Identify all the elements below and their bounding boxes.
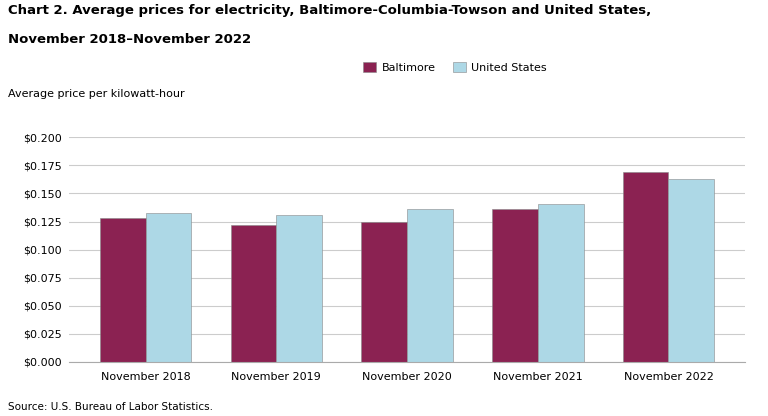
Bar [146, 213, 191, 362]
Bar [668, 179, 714, 362]
Bar [100, 218, 146, 362]
Bar [407, 209, 453, 362]
Text: Source: U.S. Bureau of Labor Statistics.: Source: U.S. Bureau of Labor Statistics. [8, 402, 213, 412]
Text: Chart 2. Average prices for electricity, Baltimore-Columbia-Towson and United St: Chart 2. Average prices for electricity,… [8, 4, 651, 17]
Bar [230, 225, 276, 362]
Bar [492, 209, 538, 362]
Bar [361, 221, 407, 362]
Bar [538, 203, 584, 362]
Text: Average price per kilowatt-hour: Average price per kilowatt-hour [8, 89, 184, 99]
Bar [276, 215, 322, 362]
Text: November 2018–November 2022: November 2018–November 2022 [8, 33, 251, 46]
Legend: Baltimore, United States: Baltimore, United States [359, 57, 551, 77]
Bar [623, 172, 668, 362]
